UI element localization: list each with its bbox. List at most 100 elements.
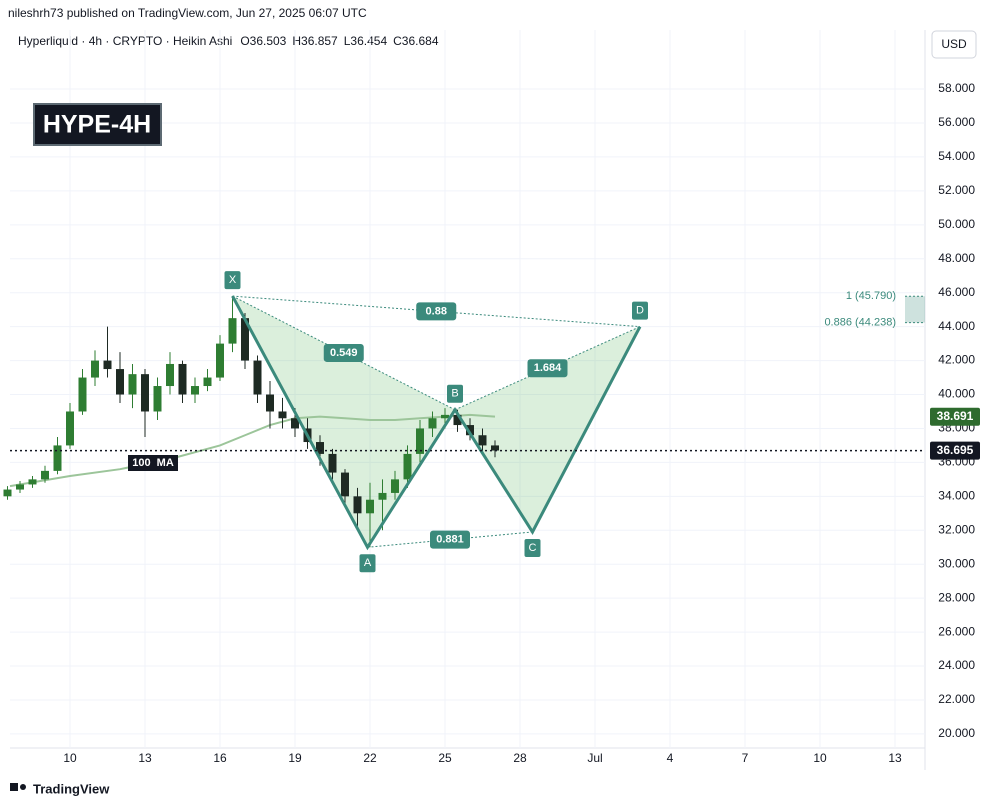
price-tag-label: 38.691 (937, 409, 974, 423)
ma-label: 100 MA (132, 457, 174, 469)
candle-body (491, 445, 499, 451)
x-tick-label: 19 (288, 751, 302, 765)
brand-logo (10, 783, 26, 791)
price-tag-box (930, 441, 980, 460)
ratio-box (430, 530, 470, 549)
candle-body (328, 453, 337, 473)
candle-body (153, 386, 162, 412)
ma-label-box (128, 455, 178, 472)
y-tick-label: 22.000 (938, 692, 975, 706)
pattern-fill (232, 296, 455, 548)
ratio-label: 0.88 (426, 305, 447, 317)
candle-body (253, 360, 262, 395)
y-tick-label: 50.000 (938, 217, 975, 231)
y-tick-label: 26.000 (938, 624, 975, 638)
candle-body (178, 363, 187, 395)
ohlc-high: H36.857 (292, 34, 338, 48)
candle-body (241, 318, 249, 361)
title-box (33, 103, 162, 146)
candle-body (28, 479, 37, 485)
plot: 100 MA X A B C D 0.549 0.88 0.881 1.684 1 (45.790)… (3, 30, 925, 748)
candle-body (216, 343, 224, 378)
ratio-label: 0.881 (436, 534, 464, 546)
brand: TradingView (33, 781, 110, 796)
candle-body (478, 435, 487, 446)
candle-body (116, 369, 124, 395)
candle-body (453, 414, 462, 426)
fib-zone (905, 296, 925, 323)
y-tick-label: 34.000 (938, 489, 975, 503)
candle-body (416, 428, 424, 454)
candle-body (141, 374, 149, 412)
pattern-point-box (447, 384, 463, 403)
x-tick-label: 10 (63, 751, 77, 765)
candle-body (228, 318, 237, 344)
candle-body (278, 411, 287, 419)
candle-body (391, 479, 399, 493)
y-tick-label: 54.000 (938, 149, 975, 163)
ohlc-low: L36.454 (344, 34, 388, 48)
pattern-point-box (224, 271, 241, 290)
candle-body (66, 411, 74, 446)
x-tick-label: 7 (742, 751, 749, 765)
candle-body (103, 360, 112, 370)
x-tick-label: 4 (667, 751, 674, 765)
y-tick-label: 32.000 (938, 522, 975, 536)
candle-body (16, 484, 24, 490)
ratio-box (527, 359, 568, 378)
candle-body (316, 442, 324, 454)
x-tick-label: 13 (888, 751, 902, 765)
ratio-box (416, 302, 457, 321)
candle-body (41, 470, 49, 480)
y-tick-label: 20.000 (938, 726, 975, 740)
candle-body (366, 499, 374, 514)
y-tick-label: 46.000 (938, 285, 975, 299)
candle-body (403, 453, 412, 480)
pattern-point-box (359, 554, 376, 573)
candle-body (378, 492, 387, 500)
candle-body (428, 418, 437, 429)
pattern-point-label: B (451, 388, 458, 400)
candle-body (91, 360, 99, 378)
candle-body (166, 363, 174, 387)
candle-body (191, 386, 199, 395)
candle-body (341, 472, 349, 497)
published-line: nileshrh73 published on TradingView.com,… (8, 6, 367, 20)
symbol-line: Hyperliquid · 4h · CRYPTO · Heikin Ashi (18, 34, 232, 48)
chart-title: HYPE-4H (43, 111, 151, 139)
candle-body (353, 496, 362, 514)
price-tag-label: 36.695 (937, 443, 974, 457)
y-tick-label: 30.000 (938, 556, 975, 570)
candle-body (3, 489, 12, 497)
y-tick-label: 52.000 (938, 183, 975, 197)
pattern-point-label: D (636, 305, 644, 317)
currency-button[interactable] (931, 30, 977, 59)
candle-body (441, 414, 449, 419)
y-tick-label: 58.000 (938, 81, 975, 95)
candle-body (78, 377, 87, 412)
pattern-point-label: X (229, 274, 237, 286)
x-tick-label: 28 (513, 751, 527, 765)
price-tag-box (930, 407, 980, 426)
ratio-label: 0.549 (330, 347, 358, 359)
x-tick-label: 22 (363, 751, 377, 765)
candle-body (291, 418, 299, 429)
ratio-label: 1.684 (534, 362, 562, 374)
candle-body (53, 445, 62, 471)
ohlc-open: O36.503 (240, 34, 286, 48)
candle-body (203, 377, 212, 387)
x-tick-label: Jul (587, 751, 602, 765)
y-tick-label: 24.000 (938, 658, 975, 672)
y-tick-label: 56.000 (938, 115, 975, 129)
x-tick-label: 16 (213, 751, 227, 765)
candle-body (128, 374, 137, 395)
y-tick-label: 48.000 (938, 251, 975, 265)
fib-label: 0.886 (44.238) (824, 317, 896, 329)
x-tick-label: 10 (813, 751, 827, 765)
currency-label[interactable]: USD (941, 37, 967, 51)
y-tick-label: 28.000 (938, 590, 975, 604)
pattern-point-box (632, 301, 648, 320)
ratio-box (323, 343, 364, 362)
